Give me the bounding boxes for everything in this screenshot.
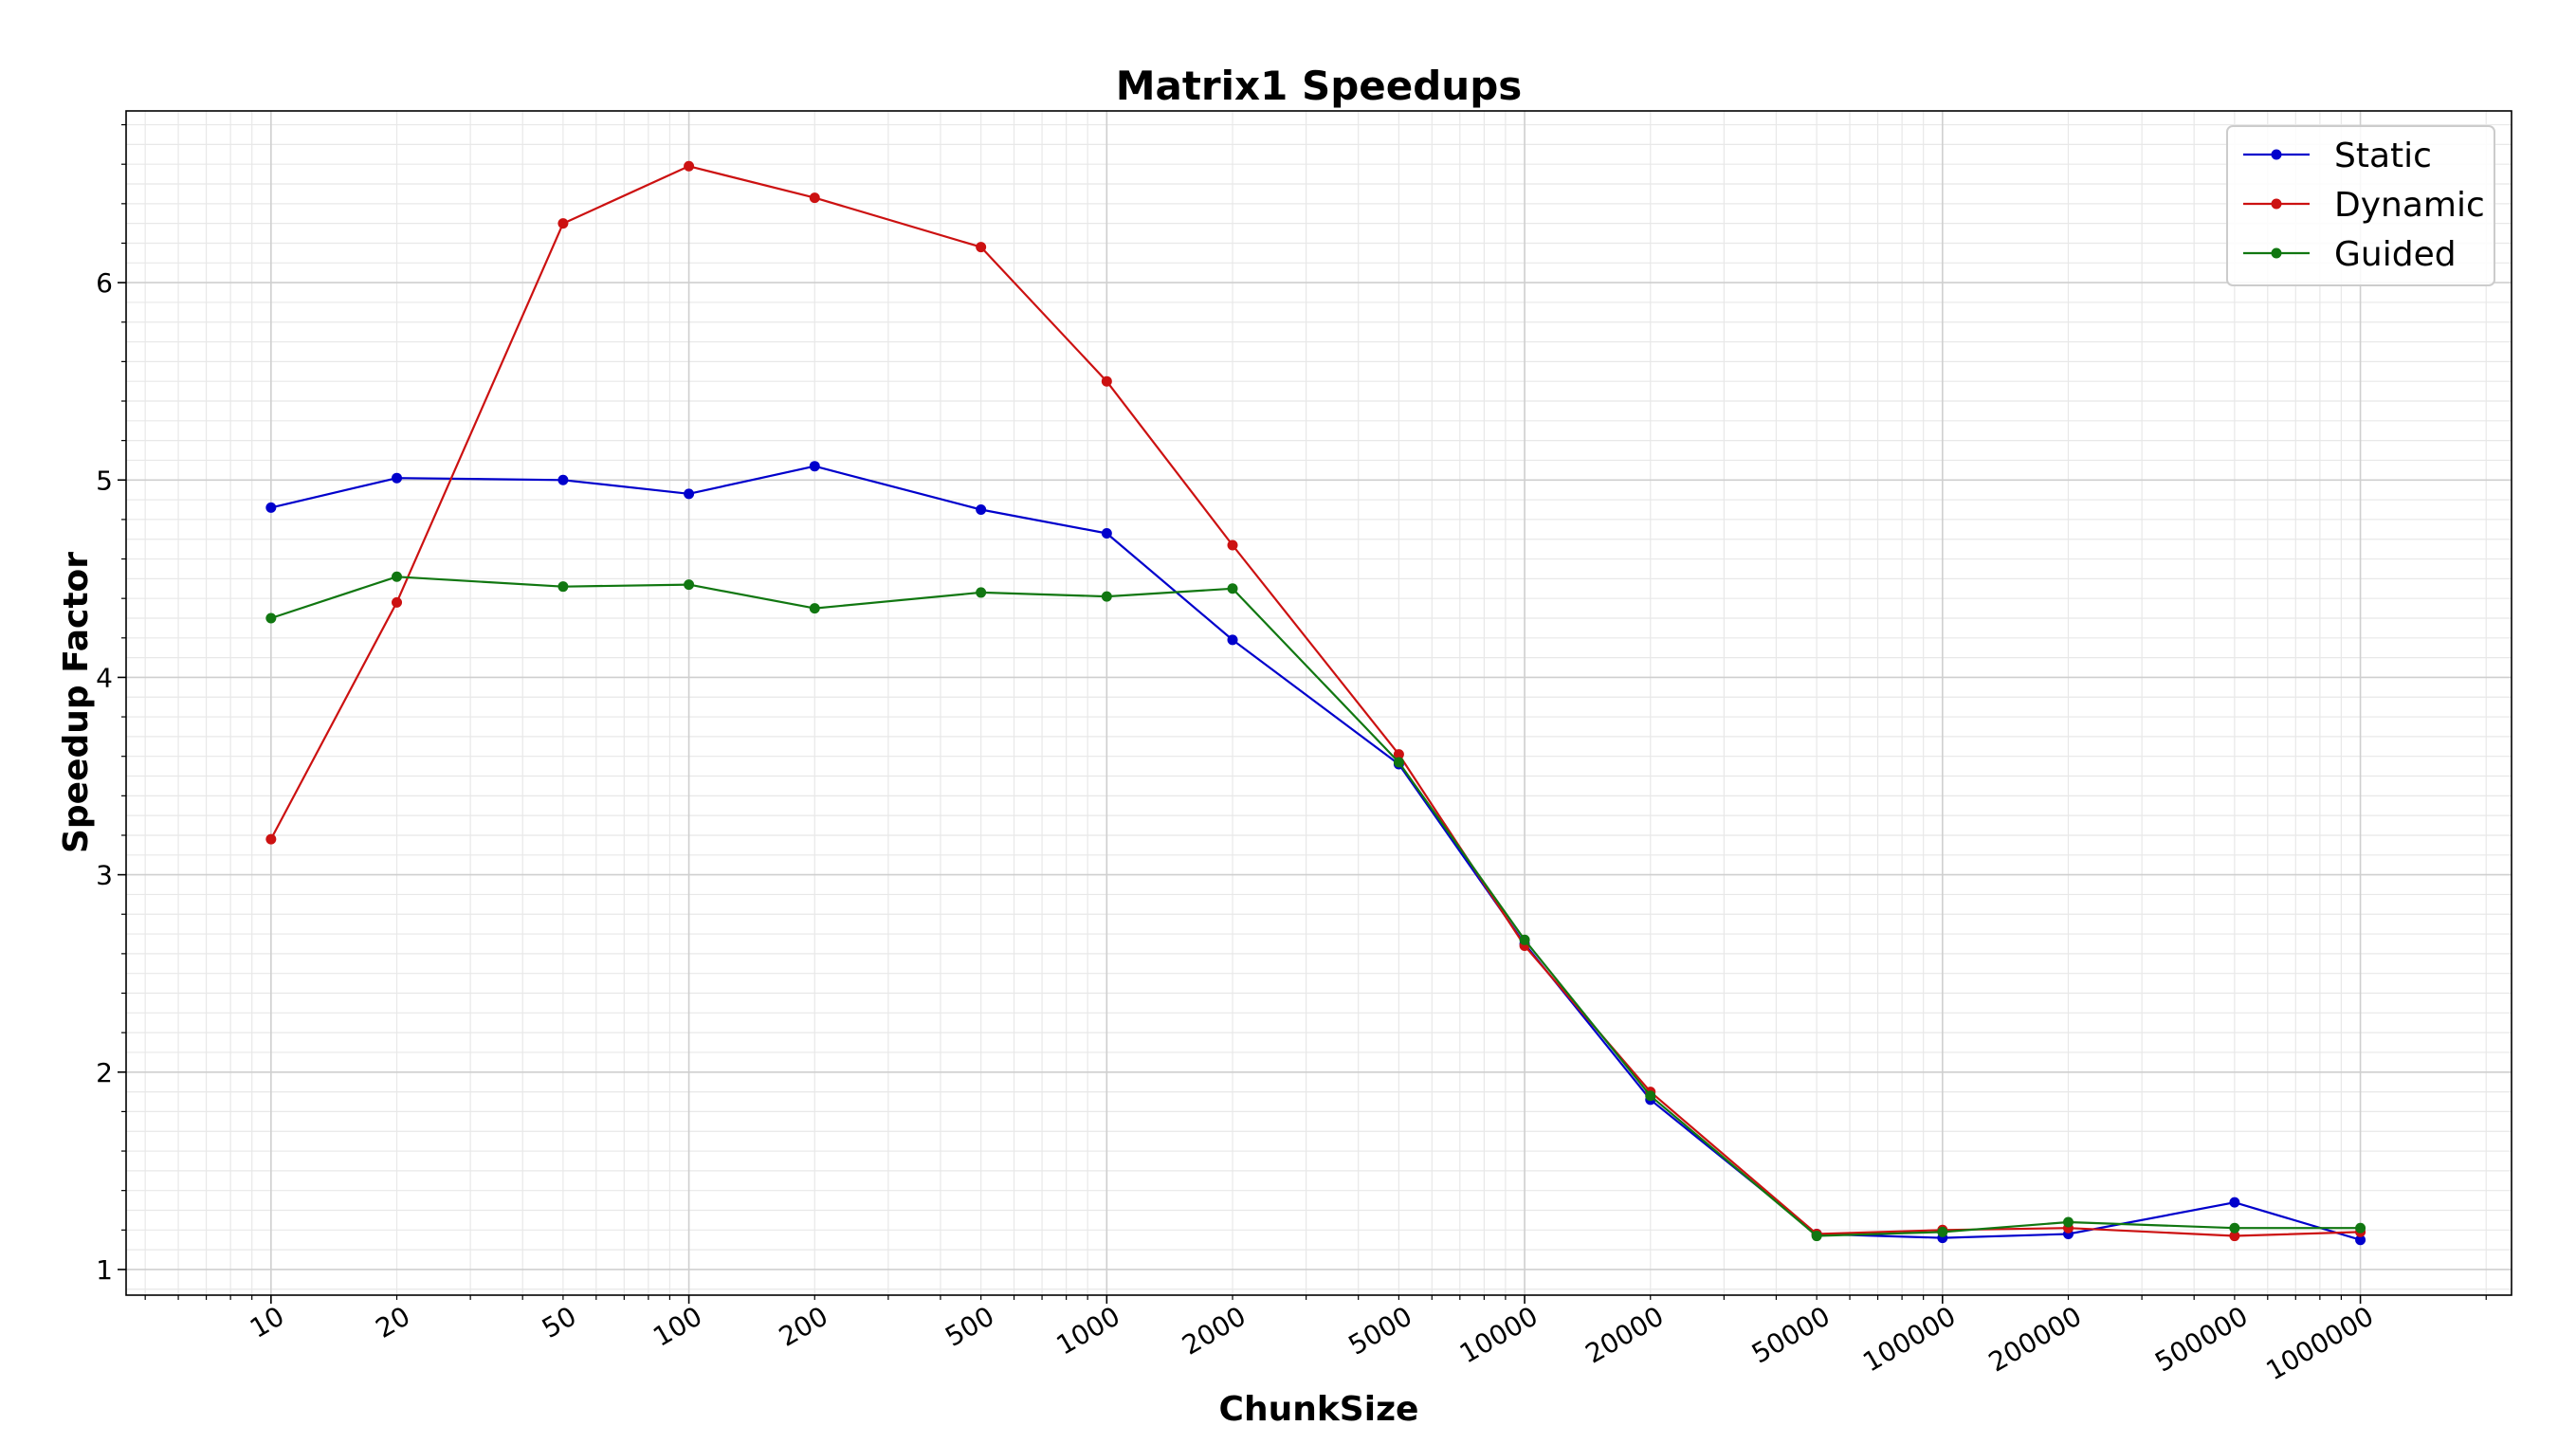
minor-grid: [126, 111, 2512, 1295]
y-tick-label: 5: [96, 465, 113, 496]
data-point-static: [809, 461, 820, 472]
legend-marker-static: [2271, 149, 2282, 160]
data-point-dynamic: [809, 192, 820, 204]
legend-marker-guided: [2271, 247, 2282, 259]
data-point-guided: [684, 579, 695, 591]
data-point-dynamic: [1393, 749, 1404, 760]
data-point-dynamic: [2229, 1231, 2240, 1242]
data-point-static: [392, 472, 403, 484]
x-axis-label: ChunkSize: [1219, 1390, 1419, 1429]
data-point-guided: [1393, 757, 1404, 768]
legend-entries: Static Dynamic Guided: [2243, 137, 2485, 274]
data-point-guided: [976, 587, 987, 598]
data-point-guided: [1227, 583, 1238, 594]
y-tick-label: 1: [96, 1254, 113, 1286]
data-point-guided: [809, 603, 820, 614]
data-point-dynamic: [1101, 375, 1112, 387]
data-point-guided: [2063, 1216, 2074, 1228]
chart-title: Matrix1 Speedups: [1116, 63, 1523, 109]
data-point-static: [557, 474, 569, 485]
data-point-guided: [1645, 1090, 1656, 1102]
data-point-guided: [1811, 1231, 1822, 1242]
data-point-static: [2229, 1197, 2240, 1208]
series-line-static: [270, 465, 2361, 1241]
y-axis-label: Speedup Factor: [57, 552, 96, 853]
data-point-guided: [2355, 1222, 2366, 1234]
data-point-dynamic: [684, 160, 695, 172]
legend-label-static: Static: [2334, 137, 2432, 175]
y-tick-label: 6: [96, 267, 113, 299]
y-tick-label: 2: [96, 1057, 113, 1088]
data-point-guided: [2229, 1222, 2240, 1234]
data-point-dynamic: [976, 242, 987, 253]
data-point-dynamic: [392, 596, 403, 608]
y-tick-label: 3: [96, 860, 113, 891]
data-point-dynamic: [557, 218, 569, 229]
legend: Static Dynamic Guided: [2226, 125, 2495, 286]
data-point-guided: [1519, 934, 1530, 945]
series-line-dynamic: [269, 165, 2361, 1237]
legend-marker-dynamic: [2271, 198, 2282, 210]
legend-box: [2226, 125, 2495, 286]
series-guided: [265, 571, 2366, 1242]
data-point-dynamic: [265, 833, 277, 845]
data-point-guided: [1937, 1226, 1948, 1237]
y-tick-label: 4: [96, 662, 113, 693]
legend-label-guided: Guided: [2334, 235, 2457, 274]
data-point-static: [1227, 634, 1238, 646]
data-point-static: [976, 503, 987, 515]
data-point-guided: [1101, 591, 1112, 602]
data-point-static: [2355, 1234, 2366, 1246]
data-point-dynamic: [1227, 539, 1238, 551]
plot-area-frame: [125, 110, 2512, 1296]
series-layer: [265, 160, 2366, 1246]
series-line-guided: [270, 576, 2361, 1237]
data-point-guided: [265, 612, 277, 624]
data-point-guided: [557, 581, 569, 593]
data-point-static: [1101, 527, 1112, 539]
data-point-guided: [392, 571, 403, 582]
data-point-static: [265, 502, 277, 513]
y-axis-ticks: 1 2 3 4 5 6: [96, 123, 126, 1286]
legend-label-dynamic: Dynamic: [2334, 186, 2485, 225]
data-point-static: [684, 488, 695, 500]
